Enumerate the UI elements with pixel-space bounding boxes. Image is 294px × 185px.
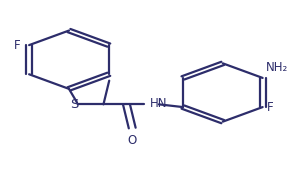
Text: F: F <box>267 101 273 114</box>
Text: O: O <box>128 134 137 147</box>
Text: S: S <box>71 98 79 111</box>
Text: NH₂: NH₂ <box>265 61 288 74</box>
Text: F: F <box>14 39 21 52</box>
Text: HN: HN <box>149 97 167 110</box>
